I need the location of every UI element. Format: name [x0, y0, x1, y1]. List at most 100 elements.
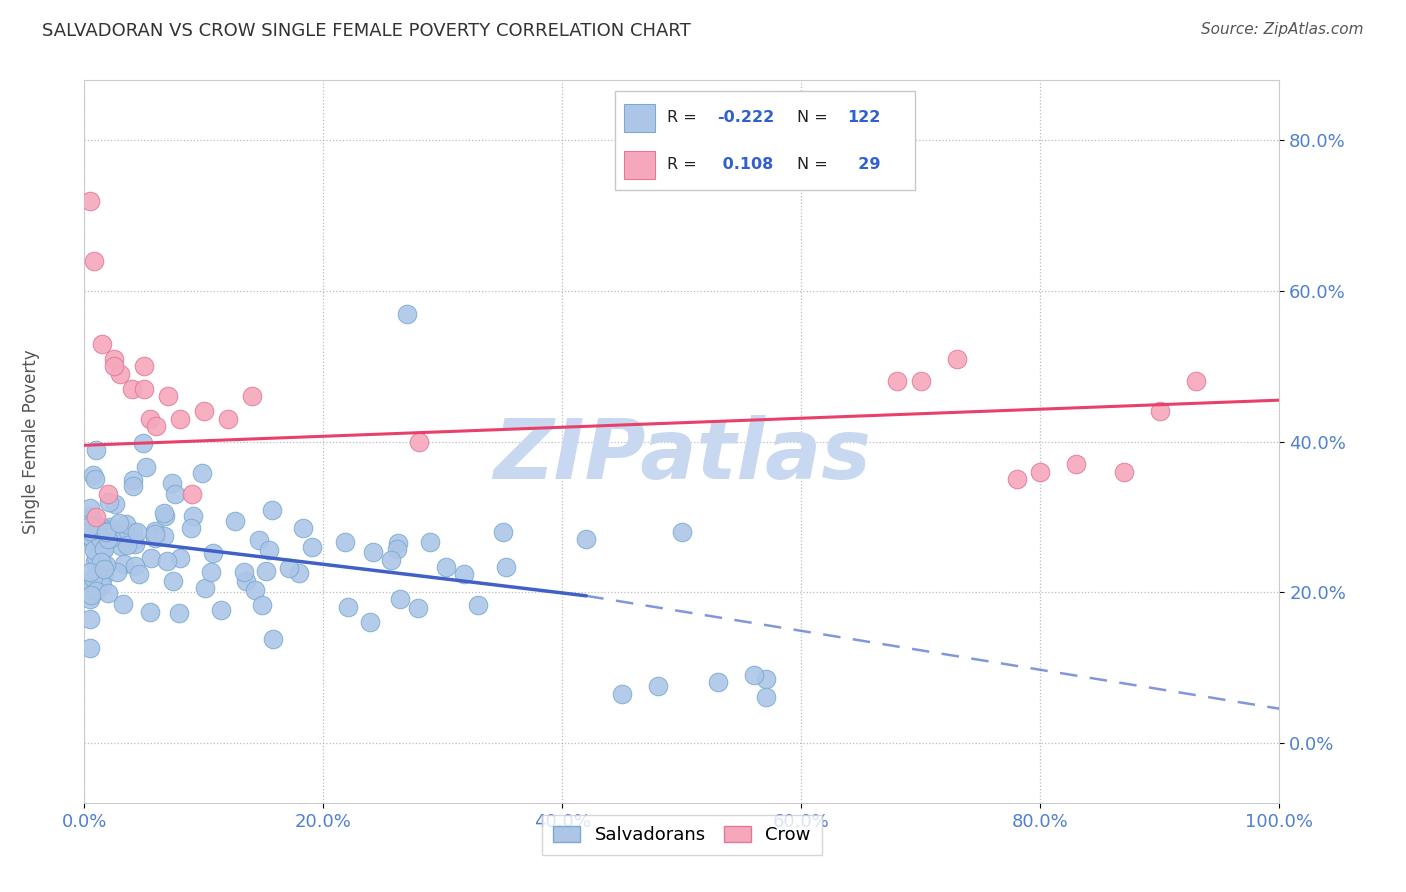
Point — [387, 541, 409, 556]
Point — [202, 546, 225, 560]
Point — [79, 524, 101, 538]
Point — [132, 382, 156, 396]
Point — [910, 374, 932, 388]
Point — [128, 567, 150, 582]
Point — [139, 551, 162, 566]
Point — [110, 367, 132, 381]
Point — [240, 389, 263, 403]
Text: ZIPatlas: ZIPatlas — [494, 416, 870, 497]
Legend: Salvadorans, Crow: Salvadorans, Crow — [543, 815, 821, 855]
Point — [79, 529, 101, 543]
Point — [143, 527, 166, 541]
Point — [671, 524, 693, 539]
FancyBboxPatch shape — [614, 91, 915, 190]
Point — [79, 574, 101, 588]
Point — [886, 374, 908, 388]
Point — [434, 560, 457, 574]
Point — [257, 543, 280, 558]
Point — [262, 503, 284, 517]
Point — [453, 566, 475, 581]
Point — [406, 601, 429, 615]
Point — [84, 582, 107, 596]
Point — [94, 524, 117, 539]
Point — [97, 487, 120, 501]
Point — [107, 516, 129, 530]
Text: 29: 29 — [846, 157, 880, 172]
Point — [193, 404, 215, 418]
Point — [139, 605, 162, 619]
Point — [143, 524, 166, 538]
Point — [82, 512, 104, 526]
Point — [647, 679, 669, 693]
Point — [94, 558, 117, 572]
Point — [217, 412, 239, 426]
Point — [115, 516, 138, 531]
Point — [82, 534, 104, 549]
Point — [262, 632, 284, 647]
Point — [100, 531, 122, 545]
Point — [93, 567, 115, 582]
Point — [145, 419, 167, 434]
Point — [333, 535, 356, 549]
Point — [211, 603, 233, 617]
Point — [79, 591, 101, 606]
Point — [495, 560, 517, 574]
Point — [86, 549, 108, 564]
Point — [292, 521, 315, 535]
Point — [1029, 465, 1052, 479]
Point — [167, 606, 190, 620]
Point — [156, 554, 179, 568]
Point — [419, 534, 441, 549]
Point — [94, 524, 117, 538]
Point — [93, 562, 115, 576]
Point — [359, 615, 381, 629]
Point — [86, 509, 108, 524]
Point — [122, 533, 145, 548]
Point — [103, 359, 125, 374]
Point — [612, 687, 634, 701]
Text: N =: N = — [797, 110, 834, 125]
Point — [80, 588, 103, 602]
Point — [1114, 465, 1136, 479]
Point — [169, 550, 191, 565]
Point — [112, 557, 135, 571]
Point — [90, 555, 112, 569]
Point — [380, 553, 402, 567]
Point — [110, 539, 132, 553]
Point — [79, 194, 101, 208]
Point — [84, 472, 107, 486]
Point — [153, 506, 176, 520]
Point — [742, 668, 765, 682]
Point — [79, 516, 101, 531]
Point — [122, 474, 145, 488]
Point — [1185, 374, 1208, 388]
Point — [91, 520, 114, 534]
Point — [93, 542, 115, 557]
Point — [91, 336, 114, 351]
Point — [180, 521, 202, 535]
Point — [361, 544, 384, 558]
Point — [103, 351, 125, 366]
Point — [143, 532, 166, 546]
Point — [337, 599, 360, 614]
Point — [79, 522, 101, 536]
Point — [288, 566, 311, 580]
Point — [98, 520, 121, 534]
Point — [152, 529, 174, 543]
Text: SALVADORAN VS CROW SINGLE FEMALE POVERTY CORRELATION CHART: SALVADORAN VS CROW SINGLE FEMALE POVERTY… — [42, 22, 690, 40]
Point — [135, 460, 157, 475]
FancyBboxPatch shape — [624, 103, 655, 132]
Point — [89, 532, 111, 546]
Point — [190, 467, 212, 481]
Text: 122: 122 — [846, 110, 880, 125]
Point — [755, 672, 778, 686]
Point — [132, 436, 155, 450]
Point — [157, 389, 180, 403]
Point — [575, 533, 598, 547]
Point — [79, 500, 101, 515]
Point — [408, 434, 430, 449]
Point — [97, 532, 120, 546]
Point — [121, 382, 143, 396]
Point — [707, 675, 730, 690]
Point — [243, 582, 266, 597]
